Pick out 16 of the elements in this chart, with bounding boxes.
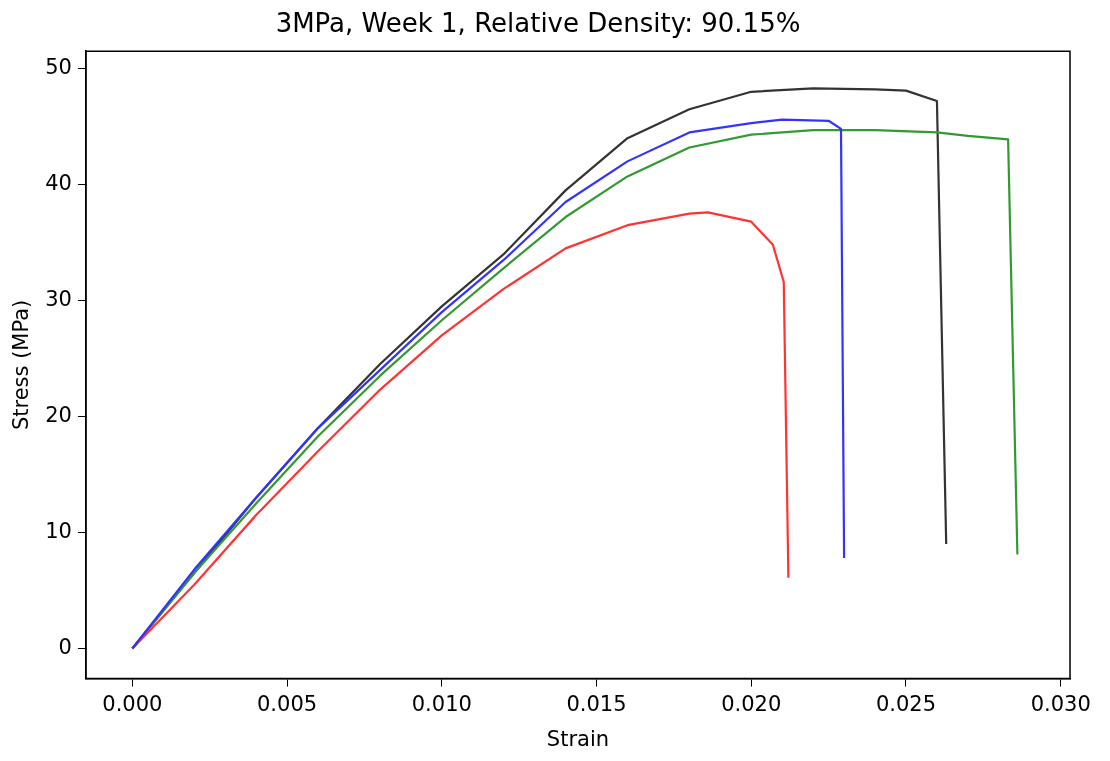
x-tick-label: 0.005 xyxy=(257,691,318,716)
x-tick-label: 0.010 xyxy=(411,691,472,716)
y-tick-label: 10 xyxy=(45,518,72,543)
y-tick-label: 0 xyxy=(58,634,72,659)
x-tick-label: 0.000 xyxy=(102,691,163,716)
y-tick-label: 40 xyxy=(45,171,72,196)
x-tick-label: 0.025 xyxy=(875,691,937,716)
x-tick-label: 0.020 xyxy=(721,691,782,716)
x-tick-label: 0.015 xyxy=(566,691,627,716)
y-tick-label: 50 xyxy=(45,55,72,80)
y-tick-label: 30 xyxy=(45,286,72,311)
x-axis-title: Strain xyxy=(546,726,610,751)
chart-title: 3MPa, Week 1, Relative Density: 90.15% xyxy=(275,8,801,39)
y-axis-title: Stress (MPa) xyxy=(9,299,34,431)
x-tick-label: 0.030 xyxy=(1030,691,1091,716)
y-tick-label: 20 xyxy=(45,402,72,427)
